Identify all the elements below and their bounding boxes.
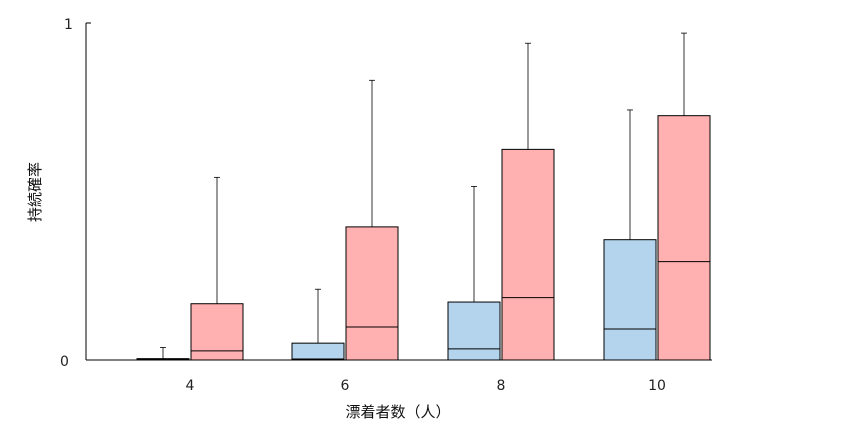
x-tick-label-10: 10: [648, 378, 666, 394]
box-series-2-cat-6: [345, 226, 399, 361]
box-series-1-cat-6: [291, 342, 345, 361]
box-series-2-cat-4: [190, 303, 244, 361]
box-series-1-cat-10: [603, 239, 657, 361]
y-axis-title: 持続確率: [26, 162, 44, 222]
y-tick-label-max: 1: [64, 17, 73, 33]
x-tick-label-8: 8: [497, 378, 506, 394]
box-series-1-cat-8: [447, 301, 501, 361]
x-tick-label-4: 4: [186, 378, 195, 394]
x-tick-label-6: 6: [341, 378, 350, 394]
y-tick-label-min: 0: [60, 354, 69, 370]
plot-area: [136, 32, 711, 361]
x-axis-title: 漂着者数（人）: [345, 403, 450, 421]
box-series-2-cat-8: [501, 148, 555, 361]
box-series-2-cat-10: [657, 115, 711, 361]
